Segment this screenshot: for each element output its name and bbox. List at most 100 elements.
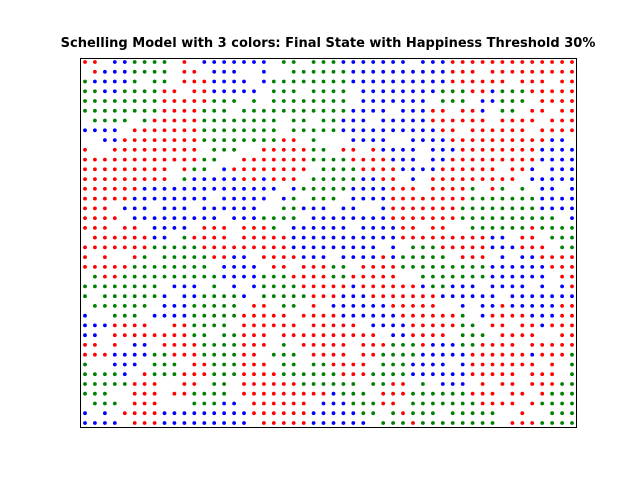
agent-point xyxy=(83,226,87,230)
agent-point xyxy=(182,304,187,308)
agent-point xyxy=(570,99,574,103)
agent-point xyxy=(480,118,485,123)
agent-point xyxy=(560,206,564,211)
agent-point xyxy=(192,157,197,162)
agent-point xyxy=(460,108,465,113)
agent-point xyxy=(172,138,177,143)
agent-point xyxy=(401,128,405,133)
agent-point xyxy=(371,89,376,94)
agent-point xyxy=(232,79,237,84)
agent-point xyxy=(391,177,395,182)
agent-point xyxy=(460,99,465,103)
agent-point xyxy=(301,294,306,299)
agent-point xyxy=(331,99,336,103)
agent-point xyxy=(381,401,386,406)
agent-point xyxy=(311,313,316,318)
agent-point xyxy=(460,323,465,328)
agent-point xyxy=(440,265,445,269)
agent-point xyxy=(371,157,376,162)
agent-point xyxy=(570,226,574,230)
agent-point xyxy=(381,216,386,221)
agent-point xyxy=(152,177,157,182)
agent-point xyxy=(212,206,217,211)
agent-point xyxy=(142,147,147,152)
agent-point xyxy=(401,206,405,211)
agent-point xyxy=(411,108,415,113)
agent-point xyxy=(560,226,564,230)
agent-point xyxy=(371,245,376,250)
agent-point xyxy=(381,167,386,172)
agent-point xyxy=(142,284,147,289)
agent-point xyxy=(252,411,256,416)
agent-point xyxy=(371,333,376,338)
agent-point xyxy=(480,60,485,64)
agent-point xyxy=(202,128,207,133)
agent-point xyxy=(560,177,564,182)
agent-point xyxy=(351,108,356,113)
agent-point xyxy=(500,235,505,240)
agent-point xyxy=(242,274,246,279)
agent-point xyxy=(262,69,266,74)
agent-point xyxy=(440,79,445,84)
agent-point xyxy=(341,323,346,328)
agent-point xyxy=(252,60,256,64)
agent-point xyxy=(103,196,107,201)
agent-point xyxy=(162,128,167,133)
agent-point xyxy=(321,274,326,279)
agent-point xyxy=(321,382,326,386)
agent-point xyxy=(152,138,157,143)
agent-point xyxy=(162,118,167,123)
agent-point xyxy=(411,284,415,289)
agent-point xyxy=(440,138,445,143)
agent-point xyxy=(271,294,276,299)
agent-point xyxy=(281,60,286,64)
agent-point xyxy=(440,147,445,152)
agent-point xyxy=(132,362,137,367)
agent-point xyxy=(470,186,475,191)
agent-point xyxy=(460,89,465,94)
agent-point xyxy=(311,60,316,64)
agent-point xyxy=(142,323,147,328)
agent-point xyxy=(381,274,386,279)
agent-point xyxy=(540,323,545,328)
agent-point xyxy=(122,382,127,386)
agent-point xyxy=(540,99,545,103)
agent-point xyxy=(470,352,475,357)
agent-point xyxy=(202,313,207,318)
agent-point xyxy=(301,274,306,279)
agent-point xyxy=(371,323,376,328)
agent-point xyxy=(460,391,465,396)
agent-point xyxy=(431,60,435,64)
agent-point xyxy=(182,391,187,396)
agent-point xyxy=(222,265,227,269)
agent-point xyxy=(401,69,405,74)
agent-point xyxy=(440,206,445,211)
agent-point xyxy=(152,60,157,64)
agent-point xyxy=(391,294,395,299)
agent-point xyxy=(122,372,127,377)
agent-point xyxy=(192,265,197,269)
agent-point xyxy=(152,372,157,377)
agent-point xyxy=(103,108,107,113)
agent-point xyxy=(182,313,187,318)
agent-point xyxy=(112,235,117,240)
agent-point xyxy=(371,196,376,201)
agent-point xyxy=(341,294,346,299)
agent-point xyxy=(411,304,415,308)
agent-point xyxy=(252,186,256,191)
agent-point xyxy=(232,294,237,299)
agent-point xyxy=(440,99,445,103)
agent-point xyxy=(242,157,246,162)
agent-point xyxy=(490,391,495,396)
agent-point xyxy=(351,255,356,259)
agent-point xyxy=(401,186,405,191)
agent-point xyxy=(281,157,286,162)
agent-point xyxy=(321,216,326,221)
agent-point xyxy=(202,206,207,211)
agent-point xyxy=(311,147,316,152)
agent-point xyxy=(550,323,554,328)
agent-point xyxy=(381,421,386,425)
agent-point xyxy=(291,177,296,182)
agent-point xyxy=(301,245,306,250)
agent-point xyxy=(470,118,475,123)
